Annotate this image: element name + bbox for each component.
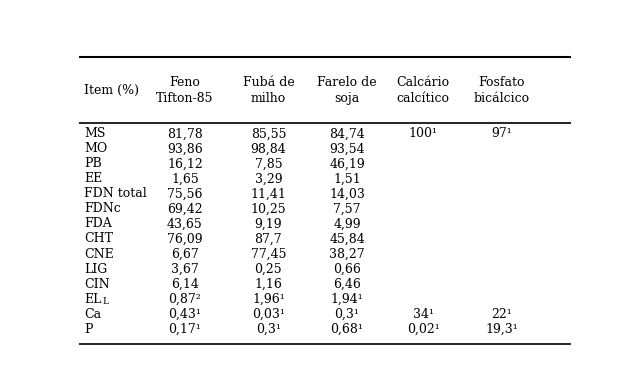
Text: 98,84: 98,84 [250, 142, 287, 155]
Text: 0,66: 0,66 [333, 262, 361, 275]
Text: Fosfato
bicálcico: Fosfato bicálcico [474, 76, 530, 105]
Text: Item (%): Item (%) [84, 84, 139, 97]
Text: 10,25: 10,25 [250, 202, 286, 215]
Text: 0,68¹: 0,68¹ [330, 323, 363, 335]
Text: 0,3¹: 0,3¹ [256, 323, 281, 335]
Text: 97¹: 97¹ [491, 128, 512, 140]
Text: MO: MO [84, 142, 107, 155]
Text: 69,42: 69,42 [167, 202, 203, 215]
Text: P: P [84, 323, 93, 335]
Text: 11,41: 11,41 [250, 188, 287, 200]
Text: 0,02¹: 0,02¹ [407, 323, 439, 335]
Text: 22¹: 22¹ [491, 308, 512, 321]
Text: CIN: CIN [84, 278, 110, 291]
Text: 14,03: 14,03 [329, 188, 365, 200]
Text: 16,12: 16,12 [167, 158, 203, 170]
Text: FDN total: FDN total [84, 188, 147, 200]
Text: 7,85: 7,85 [255, 158, 282, 170]
Text: 93,86: 93,86 [167, 142, 203, 155]
Text: Feno
Tifton-85: Feno Tifton-85 [156, 76, 214, 105]
Text: FDA: FDA [84, 218, 112, 230]
Text: PB: PB [84, 158, 102, 170]
Text: 1,65: 1,65 [171, 172, 199, 185]
Text: 19,3¹: 19,3¹ [486, 323, 518, 335]
Text: 93,54: 93,54 [329, 142, 365, 155]
Text: 87,7: 87,7 [255, 232, 282, 245]
Text: 77,45: 77,45 [250, 248, 286, 261]
Text: EE: EE [84, 172, 103, 185]
Text: 1,94¹: 1,94¹ [331, 292, 363, 305]
Text: 0,17¹: 0,17¹ [169, 323, 201, 335]
Text: CHT: CHT [84, 232, 113, 245]
Text: 46,19: 46,19 [329, 158, 365, 170]
Text: 43,65: 43,65 [167, 218, 203, 230]
Text: 0,03¹: 0,03¹ [252, 308, 285, 321]
Text: CNE: CNE [84, 248, 114, 261]
Text: 7,57: 7,57 [333, 202, 361, 215]
Text: 1,16: 1,16 [254, 278, 282, 291]
Text: Calcário
calcítico: Calcário calcítico [397, 76, 450, 105]
Text: 100¹: 100¹ [409, 128, 437, 140]
Text: 38,27: 38,27 [329, 248, 365, 261]
Text: 0,25: 0,25 [255, 262, 282, 275]
Text: 81,78: 81,78 [167, 128, 203, 140]
Text: 84,74: 84,74 [329, 128, 365, 140]
Text: 34¹: 34¹ [413, 308, 434, 321]
Text: 76,09: 76,09 [167, 232, 203, 245]
Text: MS: MS [84, 128, 105, 140]
Text: 75,56: 75,56 [167, 188, 203, 200]
Text: 0,43¹: 0,43¹ [169, 308, 202, 321]
Text: LIG: LIG [84, 262, 107, 275]
Text: 1,51: 1,51 [333, 172, 361, 185]
Text: 1,96¹: 1,96¹ [252, 292, 285, 305]
Text: 3,29: 3,29 [255, 172, 282, 185]
Text: 6,14: 6,14 [171, 278, 199, 291]
Text: 0,87²: 0,87² [169, 292, 201, 305]
Text: 9,19: 9,19 [255, 218, 282, 230]
Text: 6,67: 6,67 [171, 248, 199, 261]
Text: 4,99: 4,99 [333, 218, 361, 230]
Text: EL: EL [84, 292, 101, 305]
Text: Fubá de
milho: Fubá de milho [243, 76, 294, 105]
Text: FDNc: FDNc [84, 202, 121, 215]
Text: 3,67: 3,67 [171, 262, 199, 275]
Text: 0,3¹: 0,3¹ [335, 308, 359, 321]
Text: Ca: Ca [84, 308, 101, 321]
Text: Farelo de
soja: Farelo de soja [317, 76, 377, 105]
Text: 85,55: 85,55 [250, 128, 286, 140]
Text: 6,46: 6,46 [333, 278, 361, 291]
Text: L: L [103, 297, 109, 306]
Text: 45,84: 45,84 [329, 232, 365, 245]
